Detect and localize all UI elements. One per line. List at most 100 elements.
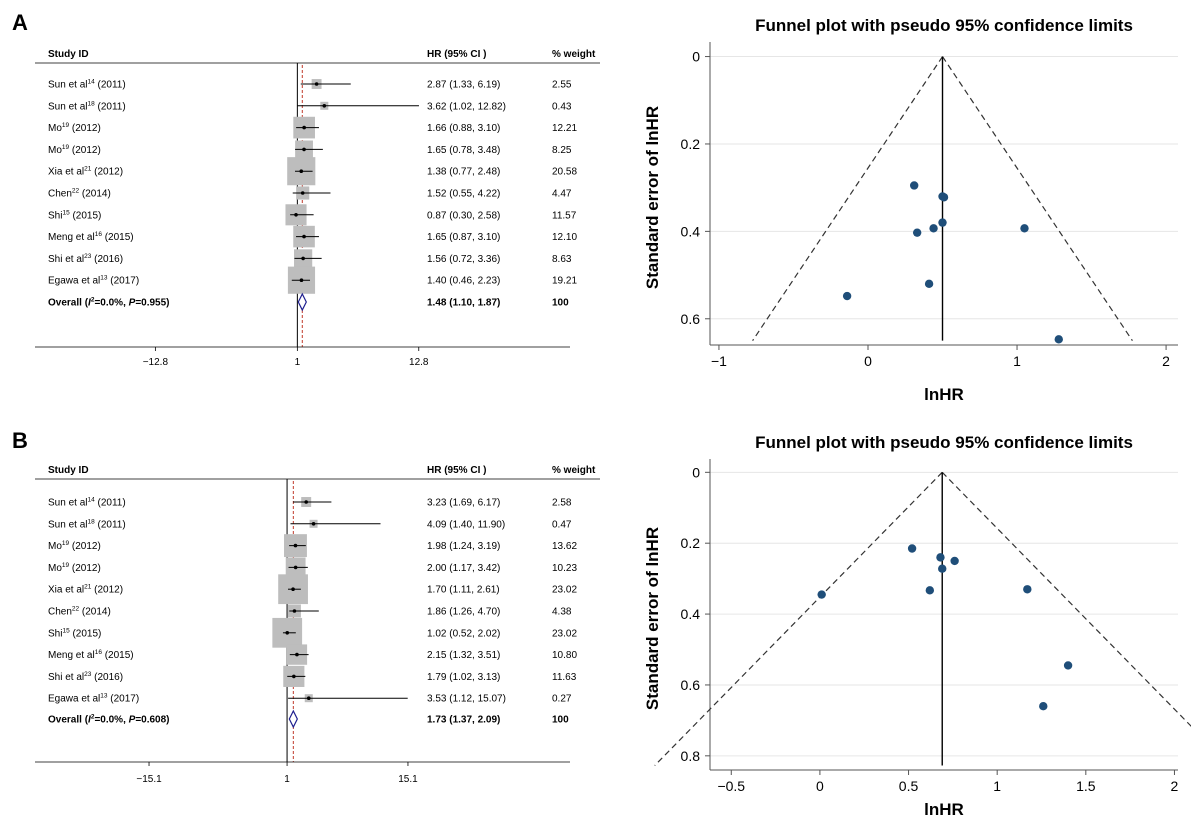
study-label: Egawa et al13 (2017) bbox=[48, 275, 139, 287]
funnel-point bbox=[939, 193, 949, 202]
study-name: Sun et al bbox=[48, 80, 87, 91]
header-weight: % weight bbox=[552, 49, 596, 60]
study-ref-sup: 23 bbox=[84, 253, 92, 260]
study-point bbox=[294, 213, 298, 217]
study-name: Shi et al bbox=[48, 254, 84, 265]
study-year: (2012) bbox=[69, 541, 101, 552]
study-label: Sun et al14 (2011) bbox=[48, 497, 126, 509]
panel-letter: A bbox=[12, 10, 28, 35]
funnel-point bbox=[1023, 585, 1032, 594]
funnel-y-tick-label: 0.4 bbox=[681, 606, 701, 622]
study-year: (2014) bbox=[79, 189, 111, 200]
funnel-y-tick-label: 0.8 bbox=[681, 748, 701, 764]
funnel-point bbox=[925, 586, 935, 595]
study-label: Meng et al16 (2015) bbox=[48, 649, 134, 661]
funnel-plot: Funnel plot with pseudo 95% confidence l… bbox=[643, 433, 1191, 819]
study-hr-value: 2.87 (1.33, 6.19) bbox=[427, 80, 500, 91]
study-ref-sup: 18 bbox=[87, 518, 95, 525]
study-hr-value: 1.98 (1.24, 3.19) bbox=[427, 541, 500, 552]
study-name: Chen bbox=[48, 607, 72, 618]
study-year: (2016) bbox=[91, 672, 123, 683]
study-label: Shi et al23 (2016) bbox=[48, 253, 123, 265]
study-year: (2011) bbox=[95, 80, 126, 91]
study-year: (2012) bbox=[69, 145, 101, 156]
overall-prefix: Overall ( bbox=[48, 298, 89, 309]
study-weight-value: 0.27 bbox=[552, 694, 572, 705]
study-point bbox=[302, 125, 306, 130]
header-hr: HR (95% CI ) bbox=[427, 49, 486, 60]
study-hr-value: 1.66 (0.88, 3.10) bbox=[427, 123, 500, 134]
overall-p-rest: =0.955) bbox=[135, 298, 169, 309]
study-name: Mo bbox=[48, 563, 62, 574]
study-ref-sup: 22 bbox=[72, 606, 80, 613]
study-year: (2016) bbox=[91, 254, 123, 265]
funnel-x-tick-label: −1 bbox=[711, 353, 727, 369]
study-name: Shi et al bbox=[48, 672, 84, 683]
forest-tick-label: −15.1 bbox=[136, 774, 162, 785]
study-ref-sup: 19 bbox=[62, 144, 70, 151]
study-ref-sup: 22 bbox=[72, 188, 80, 195]
study-hr-value: 1.38 (0.77, 2.48) bbox=[427, 167, 500, 178]
study-weight-value: 20.58 bbox=[552, 167, 577, 178]
study-weight-value: 19.21 bbox=[552, 276, 577, 287]
overall-i-sup: 2 bbox=[91, 297, 95, 304]
overall-hr-value: 1.48 (1.10, 1.87) bbox=[427, 298, 500, 309]
study-year: (2015) bbox=[102, 650, 134, 661]
study-weight-value: 10.80 bbox=[552, 650, 577, 661]
study-ref-sup: 21 bbox=[84, 584, 92, 591]
study-weight-value: 4.47 bbox=[552, 189, 572, 200]
funnel-point bbox=[842, 291, 852, 301]
funnel-y-tick-label: 0 bbox=[692, 464, 700, 480]
study-weight-value: 8.25 bbox=[552, 145, 572, 156]
funnel-y-label: Standard error of lnHR bbox=[643, 527, 662, 710]
study-hr-value: 0.87 (0.30, 2.58) bbox=[427, 210, 500, 221]
study-hr-value: 3.62 (1.02, 12.82) bbox=[427, 101, 506, 112]
overall-i-rest: =0.0%, bbox=[94, 298, 128, 309]
study-ref-sup: 19 bbox=[62, 540, 70, 547]
funnel-point bbox=[938, 564, 947, 573]
study-label: Mo19 (2012) bbox=[48, 144, 101, 156]
funnel-x-tick-label: 1 bbox=[993, 778, 1001, 794]
forest-plot: Study ID HR (95% CI ) % weight Sun et al14 … bbox=[35, 49, 600, 368]
study-label: Mo19 (2012) bbox=[48, 562, 101, 574]
overall-i-sup: 2 bbox=[91, 714, 95, 721]
study-ref-sup: 21 bbox=[84, 166, 92, 173]
study-weight-value: 10.23 bbox=[552, 563, 577, 574]
study-point bbox=[291, 587, 295, 591]
study-point bbox=[293, 565, 298, 570]
study-year: (2015) bbox=[102, 232, 134, 243]
funnel-point bbox=[817, 590, 826, 599]
study-weight-value: 12.21 bbox=[552, 123, 577, 134]
funnel-title: Funnel plot with pseudo 95% confidence l… bbox=[755, 433, 1133, 452]
study-weight-value: 12.10 bbox=[552, 232, 577, 243]
study-point bbox=[299, 278, 304, 283]
overall-diamond bbox=[297, 292, 307, 312]
study-name: Sun et al bbox=[48, 101, 87, 112]
header-weight: % weight bbox=[552, 465, 596, 476]
study-point bbox=[314, 82, 319, 86]
study-year: (2012) bbox=[69, 123, 101, 134]
overall-p: P bbox=[129, 298, 136, 309]
study-name: Egawa et al bbox=[48, 276, 100, 287]
study-year: (2011) bbox=[95, 519, 126, 530]
study-label: Chen22 (2014) bbox=[48, 188, 111, 200]
study-ref-sup: 16 bbox=[95, 649, 103, 656]
funnel-x-label: lnHR bbox=[924, 800, 964, 819]
funnel-point bbox=[1020, 224, 1029, 233]
study-hr-value: 2.15 (1.32, 3.51) bbox=[427, 650, 500, 661]
funnel-title: Funnel plot with pseudo 95% confidence l… bbox=[755, 16, 1133, 35]
study-point bbox=[285, 631, 290, 635]
study-year: (2012) bbox=[69, 563, 101, 574]
funnel-point bbox=[1063, 661, 1073, 670]
study-ref-sup: 15 bbox=[62, 627, 70, 634]
study-year: (2015) bbox=[70, 628, 102, 639]
funnel-plot: Funnel plot with pseudo 95% confidence l… bbox=[643, 16, 1178, 404]
study-ref-sup: 13 bbox=[100, 693, 108, 700]
study-name: Sun et al bbox=[48, 519, 87, 530]
funnel-x-label: lnHR bbox=[924, 385, 964, 404]
study-hr-value: 1.02 (0.52, 2.02) bbox=[427, 628, 500, 639]
funnel-y-tick-label: 0.2 bbox=[681, 136, 701, 152]
study-weight-value: 8.63 bbox=[552, 254, 572, 265]
study-hr-value: 2.00 (1.17, 3.42) bbox=[427, 563, 500, 574]
